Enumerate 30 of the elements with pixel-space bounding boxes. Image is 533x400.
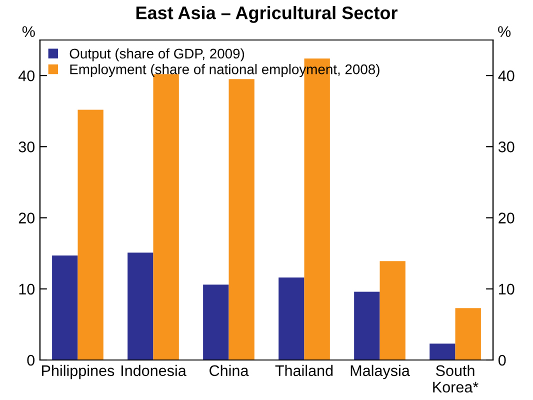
y-tick-label: 30 (18, 142, 35, 152)
y-tick-label: 40 (18, 70, 35, 82)
y-tick-label: 20 (18, 212, 35, 224)
x-tick-label: Malaysia (350, 364, 410, 380)
bar (203, 284, 229, 360)
y2-tick-label: 10 (499, 284, 514, 295)
bar (52, 255, 78, 360)
bar (128, 252, 154, 360)
bar (430, 344, 456, 360)
y-tick-label: 10 (19, 284, 35, 295)
bar (354, 292, 380, 360)
bar (278, 278, 304, 360)
y-tick-label: 0 (27, 354, 35, 366)
x-tick-label: South Korea* (433, 364, 478, 393)
bar (78, 110, 104, 360)
y2-tick-label: 20 (498, 212, 514, 224)
chart-title: East Asia – Agricultural Sector (136, 6, 398, 23)
x-tick-label: Thailand (275, 364, 333, 376)
legend-label: Output (share of GDP, 2009) (70, 48, 244, 62)
y2-tick-label: 30 (498, 142, 514, 152)
y2-tick-label: 40 (498, 70, 514, 82)
x-tick-label: Philippines (42, 364, 114, 380)
x-tick-label: China (210, 364, 249, 376)
bar (380, 261, 406, 360)
y2-tick-label: 0 (498, 354, 506, 366)
bar (455, 308, 481, 360)
y-axis-title: % (22, 26, 35, 37)
y2-axis-title: % (498, 26, 511, 37)
bar (228, 79, 254, 360)
x-tick-label: Indonesia (122, 364, 186, 376)
